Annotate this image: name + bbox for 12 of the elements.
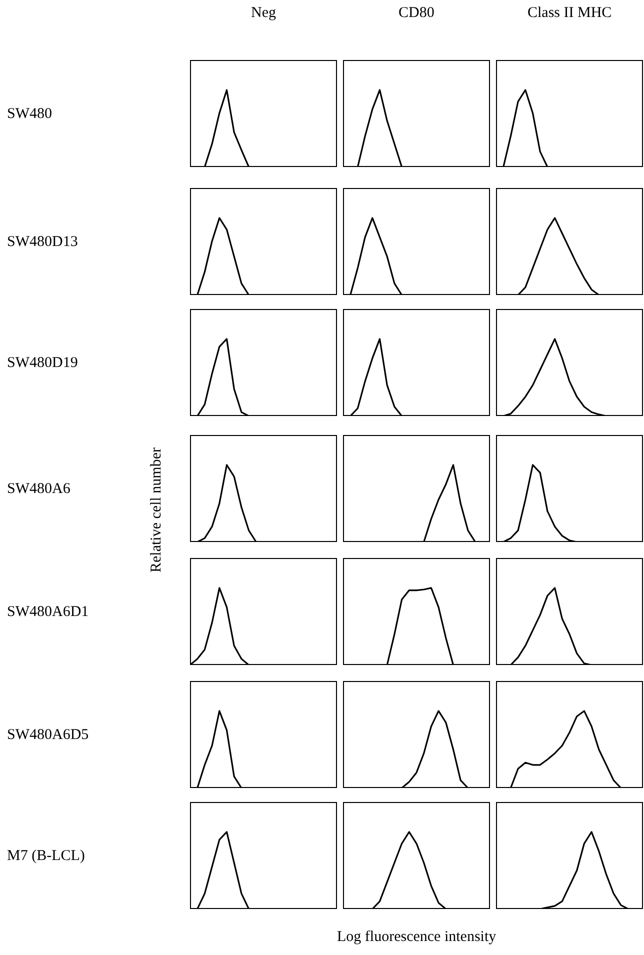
chart-title: Neg [251,4,276,22]
text: Relative cell number [146,447,165,572]
y-axis-title: SW480A6 [7,480,70,498]
y-axis-title: SW480A6D1 [7,602,89,620]
y-axis-title: SW480D13 [7,232,78,250]
y-axis-title: SW480D19 [7,354,78,372]
y-axis-title: SW480A6D5 [7,726,89,744]
y-axis-title: M7 (B-LCL) [7,846,85,864]
chart-title: Class II MHC [528,4,612,22]
chart-title: CD80 [398,4,434,22]
x-axis-title: Log fluorescence intensity [337,928,496,946]
y-axis-title: SW480 [7,104,52,122]
